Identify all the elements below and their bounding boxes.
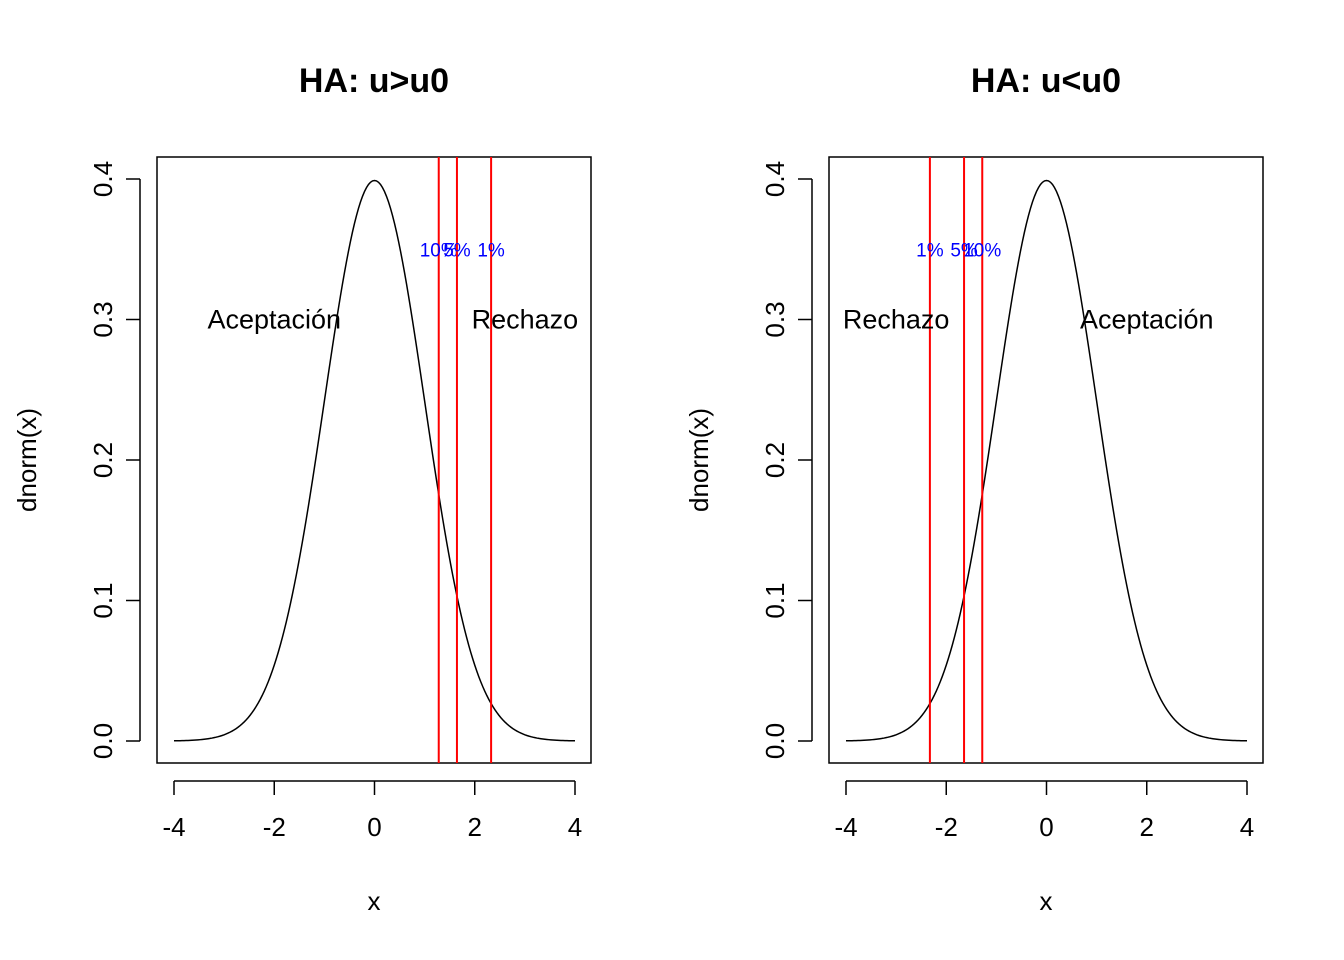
region-label: Aceptación: [207, 305, 341, 335]
y-tick-label: 0.3: [88, 301, 118, 337]
plot-panel-right-tail: HA: u>u0 10%5% 1% Aceptación Rechazo -4 -2 0 2…: [12, 62, 592, 916]
y-tick-label: 0.3: [760, 301, 790, 337]
y-axis-label: dnorm(x): [684, 408, 714, 512]
region-label: Aceptación: [1080, 305, 1214, 335]
x-tick-label: -2: [263, 812, 286, 842]
y-tick-label: 0.1: [88, 582, 118, 618]
y-tick-label: 0.4: [88, 161, 118, 197]
x-tick-label: -4: [162, 812, 185, 842]
x-tick-label: -4: [834, 812, 857, 842]
x-tick-label: 2: [1140, 812, 1154, 842]
x-tick-label: -2: [935, 812, 958, 842]
chart-title: HA: u>u0: [299, 62, 449, 100]
significance-label: 10%: [963, 240, 1001, 261]
significance-label: 5%: [950, 240, 978, 261]
x-tick-label: 2: [468, 812, 482, 842]
density-curve: [173, 179, 576, 742]
y-tick-label: 0.4: [760, 161, 790, 197]
y-tick-label: 0.2: [760, 442, 790, 478]
y-tick-label: 0.1: [760, 582, 790, 618]
x-tick-label: 4: [568, 812, 582, 842]
y-tick-label: 0.0: [760, 723, 790, 759]
x-tick-label: 4: [1240, 812, 1254, 842]
x-tick-label: 0: [1039, 812, 1053, 842]
region-label: Rechazo: [472, 305, 579, 335]
significance-label: 10%: [420, 240, 458, 261]
significance-label: 5%: [443, 240, 471, 261]
x-axis-label: x: [1040, 886, 1053, 916]
chart-title: HA: u<u0: [971, 62, 1121, 100]
significance-label: 1%: [916, 240, 944, 261]
y-axis-label: dnorm(x): [12, 408, 42, 512]
significance-label: 1%: [477, 240, 505, 261]
axis-ticks: -4 -2 0 2 4 0.0 0.1 0.2 0.3 0.4: [88, 161, 582, 842]
plot-panel-left-tail: HA: u<u0 1% 5%10% Rechazo Aceptación -4 -2 0 2…: [684, 62, 1264, 916]
density-curve: [845, 179, 1248, 742]
plot-marks: 1% 5%10% Rechazo Aceptación: [843, 157, 1248, 763]
plot-frame: [828, 156, 1264, 764]
plot-frame: [156, 156, 592, 764]
region-label: Rechazo: [843, 305, 950, 335]
axis-ticks: -4 -2 0 2 4 0.0 0.1 0.2 0.3 0.4: [760, 161, 1254, 842]
y-tick-label: 0.2: [88, 442, 118, 478]
x-axis-label: x: [368, 886, 381, 916]
y-tick-label: 0.0: [88, 723, 118, 759]
plot-marks: 10%5% 1% Aceptación Rechazo: [173, 157, 579, 763]
x-tick-label: 0: [367, 812, 381, 842]
